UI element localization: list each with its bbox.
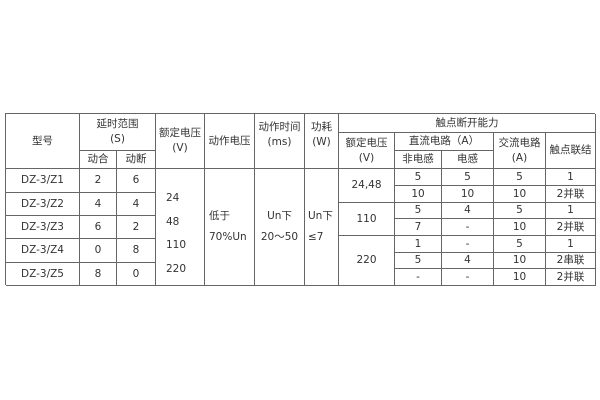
right-row-inductive: - xyxy=(442,236,494,253)
header-make: 动合 xyxy=(80,151,117,169)
right-row-ac: 5 xyxy=(494,236,546,253)
left-row-make: 8 xyxy=(80,263,117,286)
right-row-inductive: - xyxy=(442,269,494,286)
rated-voltage-value: 24 xyxy=(166,192,180,205)
header-delay-range-unit: (S) xyxy=(110,133,125,145)
operate-voltage-cell: 低于 70%Un xyxy=(205,169,255,286)
rated-voltage-value: 220 xyxy=(166,262,187,275)
right-row-connection: 1 xyxy=(546,236,596,253)
header-ac-circuit-label: 交流电路 xyxy=(498,136,541,149)
header-contact-capacity: 触点断开能力 xyxy=(339,114,596,133)
right-row-non-inductive: 5 xyxy=(395,203,442,219)
left-row-model: DZ-3/Z5 xyxy=(6,263,80,286)
left-row-break: 6 xyxy=(117,169,156,193)
power-cell: Un下 ≤7 xyxy=(305,169,339,286)
right-row-ac: 10 xyxy=(494,269,546,286)
left-row-break: 2 xyxy=(117,216,156,239)
header-operate-time-label: 动作时间 xyxy=(258,121,301,133)
header-power: 功耗 (W) xyxy=(305,114,339,169)
contact-voltage-group: 110 xyxy=(339,203,395,236)
rated-voltage-value: 48 xyxy=(166,215,180,228)
header-contact-rated-voltage: 额定电压 (V) xyxy=(339,133,395,169)
right-row-non-inductive: 5 xyxy=(395,169,442,186)
right-row-inductive: - xyxy=(442,219,494,236)
rated-voltage-value: 110 xyxy=(166,239,187,252)
right-row-ac: 10 xyxy=(494,219,546,236)
operate-time-cell: Un下 20～50 xyxy=(255,169,305,286)
right-row-ac: 10 xyxy=(494,186,546,203)
right-row-ac: 10 xyxy=(494,253,546,269)
operate-time-line: Un下 xyxy=(267,210,292,222)
left-row-make: 6 xyxy=(80,216,117,239)
left-row-make: 0 xyxy=(80,239,117,263)
right-row-connection: 1 xyxy=(546,169,596,186)
left-row-break: 4 xyxy=(117,193,156,216)
right-row-connection: 2并联 xyxy=(546,186,596,203)
header-ac-circuit-unit: (A) xyxy=(511,151,528,164)
right-row-connection: 1 xyxy=(546,203,596,219)
header-ac-circuit: 交流电路 (A) xyxy=(494,133,546,169)
header-non-inductive: 非电感 xyxy=(395,151,442,169)
left-row-model: DZ-3/Z3 xyxy=(6,216,80,239)
header-inductive: 电感 xyxy=(442,151,494,169)
header-delay-range: 延时范围 (S) xyxy=(80,114,156,151)
operate-voltage-line: 70%Un xyxy=(209,231,247,243)
left-row-break: 0 xyxy=(117,263,156,286)
left-row-break: 8 xyxy=(117,239,156,263)
right-row-non-inductive: 7 xyxy=(395,219,442,236)
header-delay-range-label: 延时范围 xyxy=(96,118,139,130)
power-line: ≤7 xyxy=(308,231,324,243)
header-power-unit: (W) xyxy=(312,136,331,148)
header-power-label: 功耗 xyxy=(311,121,332,133)
left-row-model: DZ-3/Z1 xyxy=(6,169,80,193)
header-break: 动断 xyxy=(117,151,156,169)
right-row-connection: 2并联 xyxy=(546,219,596,236)
right-row-inductive: 4 xyxy=(442,253,494,269)
operate-time-line: 20～50 xyxy=(260,231,299,243)
right-row-connection: 2并联 xyxy=(546,269,596,286)
header-contact-rated-voltage-unit: (V) xyxy=(358,151,375,164)
left-row-model: DZ-3/Z2 xyxy=(6,193,80,216)
left-row-make: 4 xyxy=(80,193,117,216)
right-row-inductive: 5 xyxy=(442,169,494,186)
right-row-connection: 2串联 xyxy=(546,253,596,269)
header-operate-time: 动作时间 (ms) xyxy=(255,114,305,169)
header-contact-rated-voltage-label: 额定电压 xyxy=(345,136,388,149)
header-contact-connection: 触点联结 xyxy=(546,133,596,169)
contact-voltage-group: 220 xyxy=(339,236,395,286)
power-line: Un下 xyxy=(308,210,333,222)
right-row-inductive: 4 xyxy=(442,203,494,219)
right-row-ac: 5 xyxy=(494,203,546,219)
header-rated-voltage: 额定电压 (V) xyxy=(156,114,205,169)
operate-voltage-line: 低于 xyxy=(209,210,230,222)
relay-spec-table: 型号 延时范围 (S) 动合 动断 额定电压 (V) 动作电压 动作时间 (ms) 功… xyxy=(5,113,596,286)
right-row-non-inductive: 1 xyxy=(395,236,442,253)
header-rated-voltage-unit: (V) xyxy=(172,142,188,154)
left-row-make: 2 xyxy=(80,169,117,193)
rated-voltage-cell: 24 48 110 220 xyxy=(156,169,205,286)
header-operate-voltage: 动作电压 xyxy=(205,114,255,169)
header-dc-circuit: 直流电路（A） xyxy=(395,133,494,151)
header-operate-time-unit: (ms) xyxy=(267,136,292,148)
left-row-model: DZ-3/Z4 xyxy=(6,239,80,263)
right-row-ac: 5 xyxy=(494,169,546,186)
right-row-non-inductive: 10 xyxy=(395,186,442,203)
header-model: 型号 xyxy=(6,114,80,169)
right-row-inductive: 10 xyxy=(442,186,494,203)
right-row-non-inductive: - xyxy=(395,269,442,286)
header-rated-voltage-label: 额定电压 xyxy=(159,127,201,139)
contact-voltage-group: 24,48 xyxy=(339,169,395,203)
right-row-non-inductive: 5 xyxy=(395,253,442,269)
